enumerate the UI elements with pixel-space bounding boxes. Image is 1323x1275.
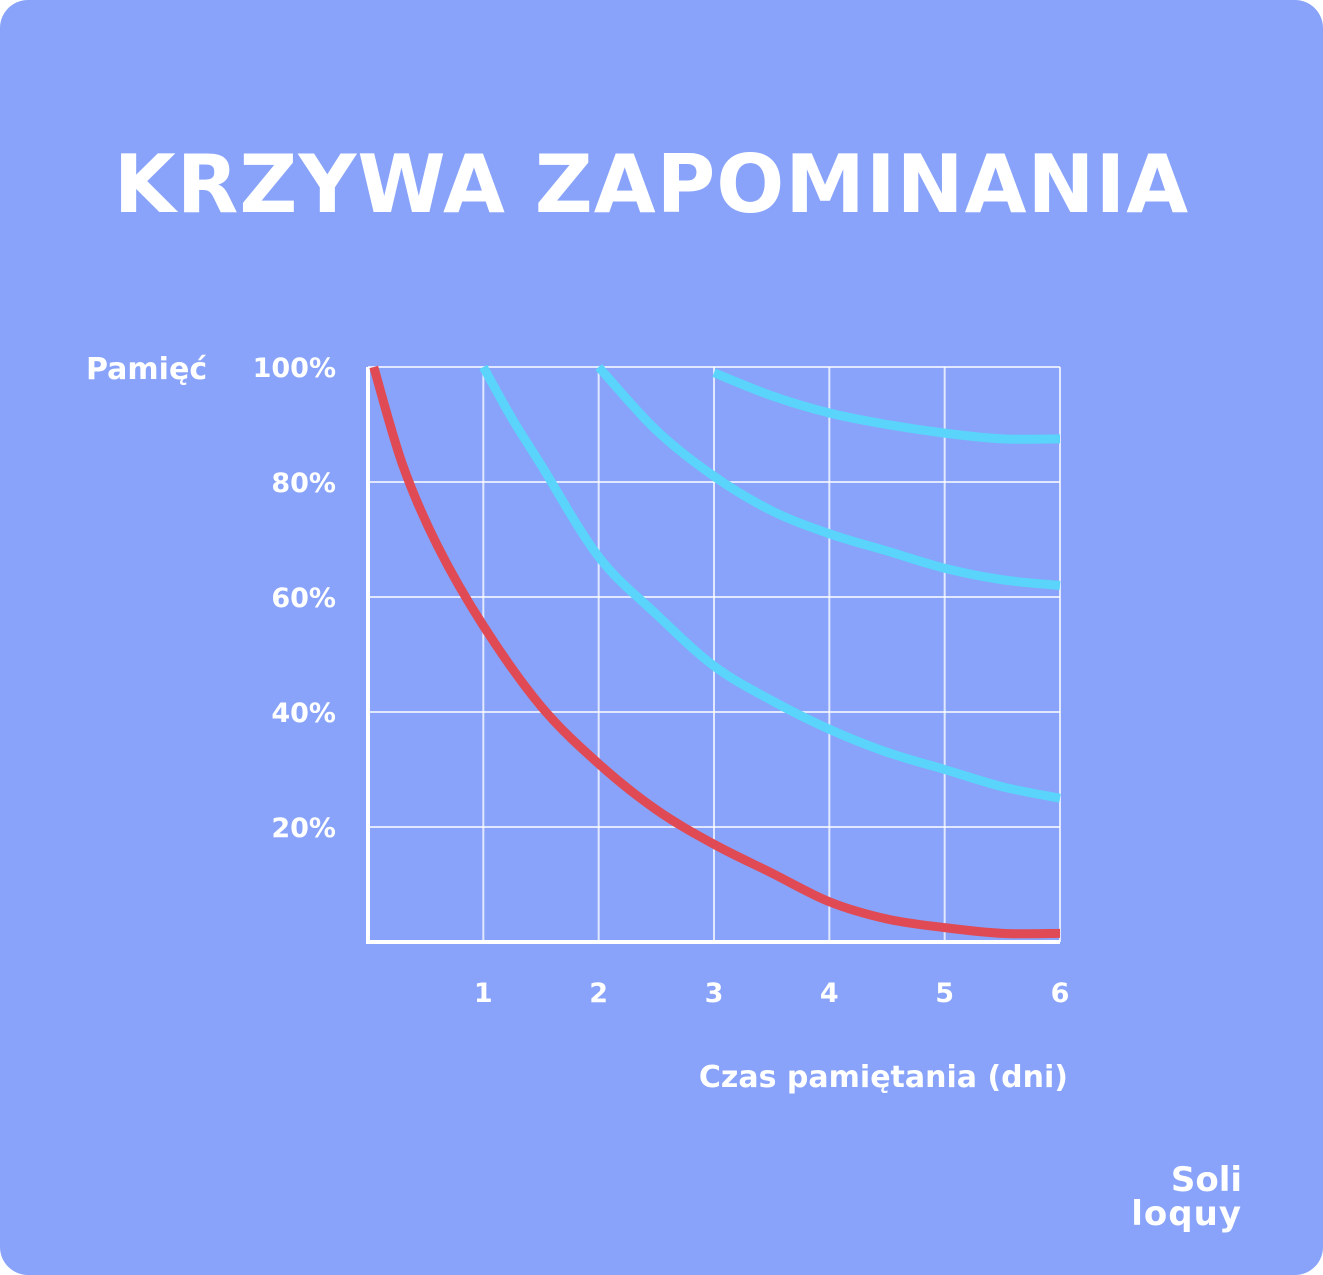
tick-labels: 1 2 3 4 5 6 20% 40% 60% 80% 100% [253, 353, 1070, 1009]
x-tick-label-5: 5 [935, 978, 954, 1009]
y-tick-label-60: 60% [271, 583, 336, 614]
y-tick-label-40: 40% [271, 698, 336, 729]
series-line-2 [479, 364, 1061, 803]
x-tick-label-1: 1 [474, 978, 493, 1009]
series [369, 363, 1061, 939]
chart-title: KRZYWA ZAPOMINANIA [113, 138, 1190, 231]
series-line-4 [712, 368, 1061, 444]
logo-line-1: Soli [1170, 1160, 1242, 1200]
y-tick-label-20: 20% [271, 813, 336, 844]
y-tick-label-80: 80% [271, 468, 336, 499]
series-line-1 [369, 365, 1061, 939]
soliloquy-logo: Soli loquy [1131, 1160, 1290, 1240]
y-axis-label: Pamięć [86, 352, 208, 387]
y-tick-label-100: 100% [253, 353, 336, 384]
x-tick-label-4: 4 [820, 978, 839, 1009]
logo-line-2: loquy [1131, 1194, 1242, 1234]
grid [368, 366, 1061, 942]
x-tick-label-3: 3 [705, 978, 724, 1009]
axes [366, 367, 1060, 944]
x-tick-label-6: 6 [1051, 978, 1070, 1009]
x-tick-label-2: 2 [589, 978, 608, 1009]
x-axis-label: Czas pamiętania (dni) [698, 1060, 1068, 1095]
series-line-3 [595, 363, 1061, 590]
